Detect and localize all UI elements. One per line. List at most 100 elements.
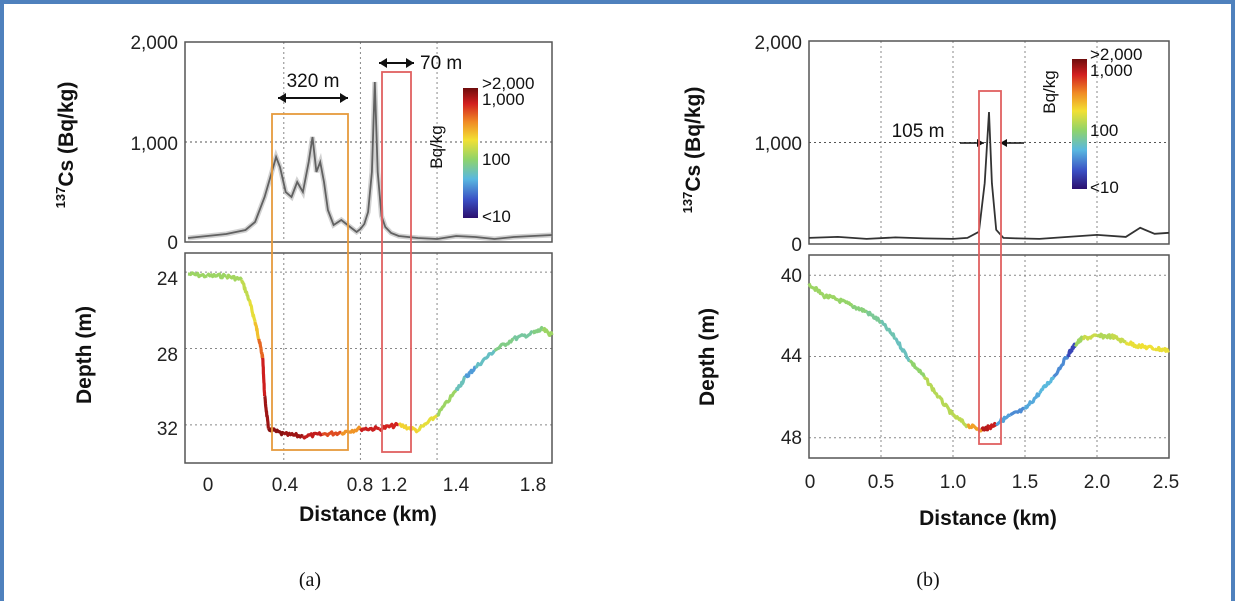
- svg-text:137Cs (Bq/kg): 137Cs (Bq/kg): [53, 82, 78, 209]
- chart-b-xlabel: Distance (km): [919, 507, 1057, 530]
- chart-a-top-ylabel-text: Cs (Bq/kg): [55, 82, 78, 187]
- chart-a-colorbar: [463, 88, 478, 218]
- chart-a-bottom-ylabel: Depth (m): [73, 306, 96, 404]
- chart-a-depth-segment: [493, 337, 515, 352]
- chart-a-colorbar-tick-min: <10: [482, 207, 511, 226]
- chart-b-caption: (b): [916, 569, 939, 591]
- chart-a-depth-segment: [397, 422, 419, 434]
- chart-a-depth-segment: [531, 326, 544, 335]
- chart-b-colorbar-label: Bq/kg: [1040, 70, 1059, 113]
- chart-a: 2,000 1,000 0 137Cs (Bq/kg) 320 m 70 m >…: [53, 33, 554, 591]
- chart-a-xtick-1.2: 1.2: [381, 475, 407, 496]
- chart-b-depth-segment: [1110, 333, 1127, 344]
- chart-b-colorbar-tick-max: >2,000: [1090, 45, 1142, 64]
- svg-text:137Cs (Bq/kg): 137Cs (Bq/kg): [680, 87, 705, 214]
- chart-b-depth-segment: [1009, 406, 1027, 417]
- chart-a-colorbar-label: Bq/kg: [427, 125, 446, 168]
- chart-a-depth-segment: [248, 299, 257, 323]
- chart-a-xtick-0.4: 0.4: [272, 475, 299, 496]
- chart-b-bottom-ytick-40: 40: [781, 266, 802, 287]
- chart-a-depth-segment: [321, 430, 342, 437]
- chart-a-depth-segment: [205, 272, 227, 280]
- chart-b-xtick-0: 0: [805, 472, 816, 493]
- chart-b-bottom-axes: [808, 254, 1170, 459]
- chart-b-depth-segment: [821, 293, 839, 302]
- chart-b-annotation-105m: 105 m: [892, 121, 1024, 147]
- chart-a-depth-segment: [359, 425, 380, 433]
- chart-a-depth-segment: [512, 330, 534, 342]
- chart-b-bottom-ytick-48: 48: [781, 428, 802, 449]
- chart-b-bottom-ytick-44: 44: [781, 346, 803, 367]
- chart-a-top-ytick-1000: 1,000: [130, 134, 178, 155]
- chart-b-colorbar-tick-100: 100: [1090, 121, 1118, 140]
- chart-a-depth-segment: [263, 395, 271, 429]
- chart-a-depth-segment: [436, 389, 458, 417]
- chart-b-xtick-0.5: 0.5: [868, 472, 894, 493]
- chart-b-depth-segment: [1074, 335, 1084, 347]
- chart-a-caption: (a): [299, 569, 321, 591]
- chart-b-annotation-105m-label: 105 m: [892, 121, 945, 142]
- chart-a-depth-segment: [301, 431, 323, 440]
- chart-a-depth-segment: [253, 321, 261, 341]
- chart-b-depth-segment: [807, 282, 825, 297]
- chart-b-depth-segment: [908, 359, 926, 378]
- chart-a-depth-segment: [282, 431, 304, 439]
- chart-a-bottom-axes: [184, 252, 553, 464]
- chart-b-colorbar-tick-1000: 1,000: [1090, 61, 1133, 80]
- chart-a-cs-series-line: [187, 81, 553, 240]
- chart-a-colorbar-tick-1000: 1,000: [482, 90, 525, 109]
- chart-b-depth-segment: [922, 375, 940, 399]
- chart-a-bottom-ytick-24: 24: [157, 269, 179, 290]
- chart-a-depth-profile: [187, 271, 554, 440]
- chart-b-cs-series-line: [808, 111, 1170, 240]
- chart-b-top-ylabel: 137Cs (Bq/kg): [680, 87, 705, 214]
- chart-b-colorbar: [1072, 59, 1087, 189]
- chart-b-xtick-2.5: 2.5: [1153, 472, 1179, 493]
- chart-a-depth-segment: [340, 425, 362, 436]
- chart-a-xtick-0.8: 0.8: [347, 475, 373, 496]
- chart-a-depth-segment: [261, 357, 267, 397]
- chart-b-depth-segment: [1066, 342, 1077, 358]
- chart-a-xlabel: Distance (km): [299, 503, 437, 526]
- chart-b-depth-segment: [850, 304, 868, 314]
- chart-b-depth-segment: [1023, 392, 1041, 410]
- chart-b-bottom-ylabel: Depth (m): [696, 308, 719, 406]
- chart-a-bottom-ytick-32: 32: [157, 419, 178, 440]
- chart-b-depth-segment: [865, 310, 882, 324]
- chart-b: 2,000 1,000 0 137Cs (Bq/kg) 105 m >2,000…: [680, 33, 1179, 591]
- chart-b-xtick-2.0: 2.0: [1084, 472, 1110, 493]
- chart-a-bottom-ytick-28: 28: [157, 345, 178, 366]
- chart-a-top-ytick-0: 0: [167, 233, 178, 254]
- chart-a-xtick-1.4: 1.4: [443, 475, 470, 496]
- chart-a-depth-segment: [417, 414, 439, 432]
- chart-b-top-ytick-0: 0: [791, 235, 802, 256]
- chart-b-depth-segment: [995, 413, 1012, 426]
- chart-b-depth-segment: [837, 297, 854, 307]
- chart-a-colorbar-tick-100: 100: [482, 150, 510, 169]
- chart-b-depth-segment: [880, 319, 897, 340]
- chart-a-depth-segment: [464, 365, 477, 379]
- chart-b-depth-segment: [1038, 376, 1056, 395]
- chart-b-depth-segment: [987, 421, 998, 431]
- chart-a-depth-segment: [224, 273, 243, 282]
- chart-b-top-axes: [808, 40, 1170, 245]
- chart-b-highlight-box-105m: [978, 90, 1002, 445]
- chart-a-depth-segment: [257, 338, 265, 359]
- chart-b-colorbar-tick-min: <10: [1090, 178, 1119, 197]
- chart-a-depth-segment: [474, 349, 496, 369]
- chart-b-depth-segment: [1153, 345, 1170, 353]
- chart-a-top-ylabel: 137Cs (Bq/kg): [53, 82, 78, 209]
- chart-a-top-axes: [184, 41, 553, 243]
- chart-a-depth-segment: [240, 279, 251, 302]
- chart-a-depth-segment: [187, 271, 208, 279]
- chart-b-depth-segment: [894, 337, 911, 363]
- chart-b-xtick-1.0: 1.0: [940, 472, 966, 493]
- chart-b-depth-segment: [1081, 333, 1099, 341]
- chart-b-top-ytick-1000: 1,000: [754, 134, 802, 155]
- chart-a-colorbar-tick-max: >2,000: [482, 74, 534, 93]
- chart-b-top-ylabel-text: Cs (Bq/kg): [682, 87, 705, 192]
- chart-b-xtick-1.5: 1.5: [1012, 472, 1038, 493]
- chart-a-top-ytick-2000: 2,000: [130, 33, 178, 54]
